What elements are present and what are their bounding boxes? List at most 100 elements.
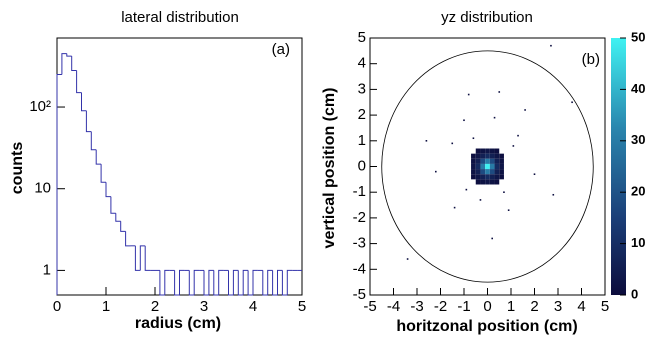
sparse-point [479,199,482,201]
heatmap-cell [471,153,476,159]
sparse-point [406,258,409,260]
heatmap-cell [480,169,486,175]
histogram-bin [252,269,258,295]
histogram-bin [218,269,224,295]
y-tick-label: 5 [358,29,366,46]
heatmap-cell [475,174,481,180]
histogram-bin [213,270,219,296]
heatmap-cell [480,158,486,164]
histogram-bin [203,270,209,296]
y-tick-label: 4 [358,55,366,72]
title: yz distribution [441,9,533,26]
sparse-point [503,191,505,193]
heatmap-cell [485,148,490,154]
heatmap-cell [471,158,476,164]
histogram-bin [281,270,288,296]
heatmap-cell [485,163,490,170]
heatmap-cell [475,153,481,159]
histogram-bin [174,270,180,296]
histogram-bin [120,221,126,232]
y-tick-label: -1 [353,183,366,200]
colorbar-tick-label: 30 [631,132,645,147]
histogram-bin [105,182,111,198]
histogram-bin [76,70,82,94]
x-tick-label: 1 [102,298,110,315]
x-tick-label: 4 [577,298,585,315]
x-tick-label: -2 [434,298,447,315]
sparse-point [498,91,501,93]
heatmap-cell [494,163,500,170]
heatmap-cell [494,148,500,154]
sparse-point [467,93,470,96]
heatmap-cell [471,169,476,175]
x-tick-label: 5 [298,298,306,315]
histogram-bin [164,269,170,295]
heatmap-cell [494,179,500,185]
y-tick-label: -4 [353,260,366,277]
sparse-point [465,188,468,191]
heatmap-cell [485,158,490,164]
heatmap-cell [480,153,486,159]
y-tick-label: 3 [358,80,366,97]
heatmap-cell [499,174,504,180]
heatmap-cell [499,169,504,175]
histogram-bin [262,270,268,296]
colorbar-tick-label: 0 [631,286,638,301]
histogram-bin [125,231,131,247]
x-axis-label: horitzonal position (cm) [396,318,577,335]
histogram-bin [277,269,283,295]
sparse-point [472,137,475,140]
histogram-bin [144,245,151,271]
histogram-bin [188,270,195,296]
histogram-bin [208,269,214,295]
colorbar-tick-label: 50 [631,29,645,44]
x-tick-label: 3 [554,298,562,315]
heatmap-cell [489,153,495,159]
histogram-bin [242,269,249,295]
histogram-bin [90,131,97,151]
colorbar [611,38,626,295]
sparse-point [435,170,437,173]
x-tick-label: 5 [601,298,609,315]
x-tick-label: 3 [200,298,208,315]
title: lateral distribution [121,9,239,26]
histogram-bin [272,270,278,296]
sparse-point [550,44,552,47]
x-tick-label: -5 [363,298,376,315]
histogram-bin [237,270,244,296]
heatmap-cell [485,153,490,159]
histogram-bin [139,245,146,271]
x-tick-label: -1 [457,298,470,315]
heatmap-cell [471,174,476,180]
histogram-bin [247,270,253,296]
sparse-point [491,237,493,240]
x-tick-label: 4 [249,298,257,315]
heatmap-cell [475,163,481,170]
sparse-point [571,101,573,104]
y-tick-label: 0 [358,157,366,174]
histogram-bin [95,149,102,165]
heatmap-cell [489,169,495,175]
heatmap-cell [485,169,490,175]
heatmap-cell [475,148,481,154]
heatmap-cell [485,179,490,185]
y-tick-label: 10 [34,180,51,197]
heatmap-cell [480,179,486,185]
heatmap-cell [489,148,495,154]
heatmap-cell [499,153,504,159]
colorbar-tick-label: 20 [631,184,645,199]
y-tick-label: 1 [358,132,366,149]
heatmap-cell [494,153,500,159]
histogram-bin [267,269,273,295]
sparse-point [453,206,456,209]
sparse-point [552,193,555,196]
histogram-bin [228,270,234,296]
panel-label: (b) [582,51,600,68]
plot-frame [56,37,303,296]
boundary-circle [381,50,594,283]
heatmap-cell [489,179,495,185]
heatmap-cell [489,163,495,170]
x-tick-label: 1 [507,298,515,315]
heatmap-cell [494,174,500,180]
y-tick-label: 10² [29,98,51,115]
